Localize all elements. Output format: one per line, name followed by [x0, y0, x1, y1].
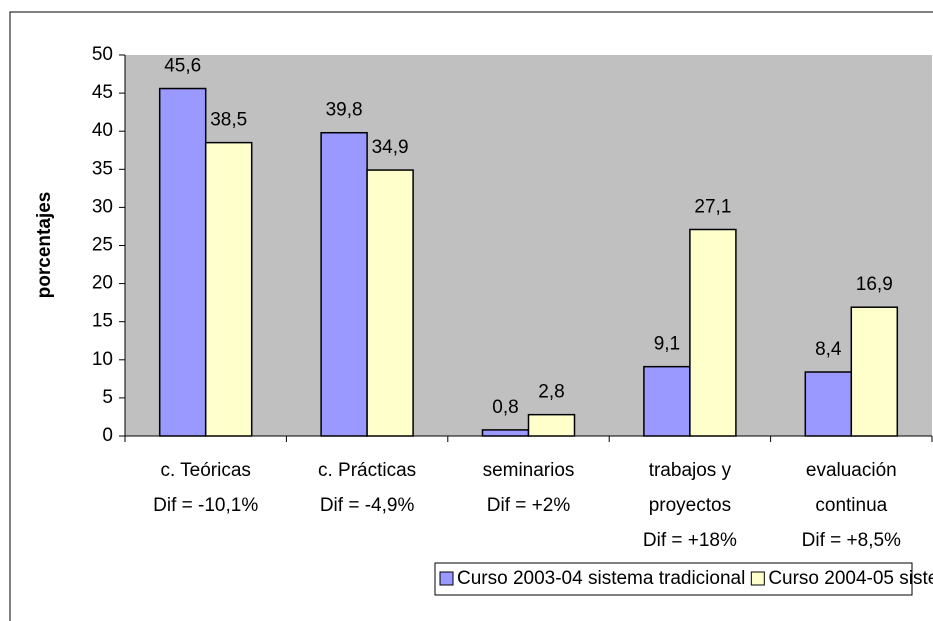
x-tick-label: seminarios Dif = +2%: [483, 460, 575, 516]
value-label: 45,6: [164, 56, 201, 77]
bar: [320, 131, 368, 437]
bar: [481, 429, 530, 437]
bar: [366, 169, 414, 437]
x-tick-label: evaluación continua Dif = +8,5%: [802, 460, 901, 551]
bar: [643, 365, 691, 437]
legend-swatch: [750, 571, 765, 586]
bar: [527, 413, 576, 437]
value-label: 9,1: [654, 334, 680, 355]
y-tick-label: 50: [92, 44, 113, 65]
y-tick-label: 45: [92, 82, 113, 103]
value-label: 0,8: [492, 397, 518, 418]
legend-label: Curso 2003-04 sistema tradicional: [457, 568, 745, 589]
x-tick-label: c. Teóricas Dif = -10,1%: [153, 460, 258, 516]
y-tick-label: 10: [92, 349, 113, 370]
value-label: 2,8: [538, 382, 564, 403]
y-tick-label: 15: [92, 311, 113, 332]
x-tick-label: trabajos y proyectos Dif = +18%: [643, 460, 737, 551]
bar: [204, 141, 253, 437]
bar: [689, 228, 737, 437]
y-tick-label: 30: [92, 196, 113, 217]
y-tick-label: 40: [92, 120, 113, 141]
bar: [804, 371, 853, 437]
y-tick-label: 35: [92, 158, 113, 179]
y-tick-label: 20: [92, 273, 113, 294]
value-label: 27,1: [694, 197, 731, 218]
x-tick-label: c. Prácticas Dif = -4,9%: [318, 460, 416, 516]
value-label: 39,8: [326, 100, 363, 121]
y-axis-label: porcentajes: [34, 192, 55, 299]
bar: [850, 306, 899, 437]
y-tick-label: 0: [102, 425, 113, 446]
y-tick-label: 5: [102, 387, 113, 408]
value-label: 38,5: [210, 110, 247, 131]
legend-swatch: [439, 571, 454, 586]
value-label: 8,4: [815, 339, 842, 360]
legend-label: Curso 2004-05 sistema ECTS: [768, 568, 933, 589]
plot-area: [125, 55, 932, 436]
legend-box: [434, 562, 913, 596]
bar: [158, 87, 207, 437]
value-label: 34,9: [372, 137, 409, 158]
y-tick-label: 25: [92, 235, 113, 256]
value-label: 16,9: [856, 274, 893, 295]
